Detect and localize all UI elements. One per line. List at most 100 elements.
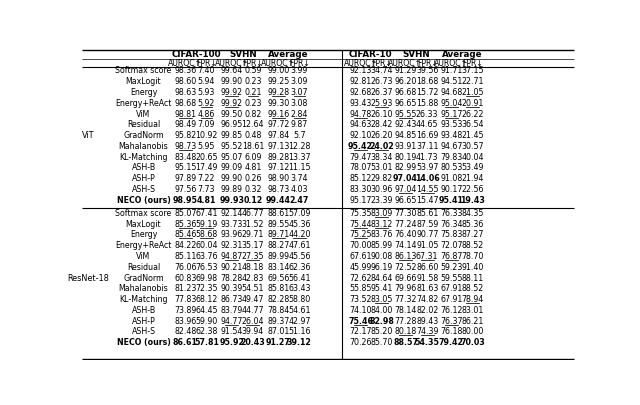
Text: 85.46: 85.46 bbox=[174, 230, 196, 239]
Text: 99.50: 99.50 bbox=[221, 109, 243, 119]
Text: Residual: Residual bbox=[127, 120, 160, 129]
Text: FPR↓: FPR↓ bbox=[196, 59, 217, 68]
Text: 10.92: 10.92 bbox=[195, 131, 218, 140]
Text: 26.73: 26.73 bbox=[370, 77, 393, 86]
Text: Residual: Residual bbox=[127, 263, 160, 272]
Text: 62.38: 62.38 bbox=[195, 328, 218, 337]
Text: 76.12: 76.12 bbox=[440, 306, 463, 315]
Text: 37.11: 37.11 bbox=[416, 142, 438, 151]
Text: 83.12: 83.12 bbox=[371, 220, 393, 229]
Text: 59.90: 59.90 bbox=[195, 317, 218, 326]
Text: 27.35: 27.35 bbox=[241, 252, 264, 261]
Text: 84.00: 84.00 bbox=[371, 306, 393, 315]
Text: 92.14: 92.14 bbox=[221, 209, 243, 218]
Text: 91.27: 91.27 bbox=[266, 338, 291, 347]
Text: AUROC↑: AUROC↑ bbox=[434, 59, 468, 68]
Text: 85.36: 85.36 bbox=[461, 220, 484, 229]
Text: 54.51: 54.51 bbox=[241, 284, 264, 293]
Text: 22.56: 22.56 bbox=[461, 185, 484, 194]
Text: 86.73: 86.73 bbox=[221, 295, 243, 304]
Text: 89.43: 89.43 bbox=[416, 317, 438, 326]
Text: 3.99: 3.99 bbox=[291, 66, 308, 75]
Text: 45.99: 45.99 bbox=[349, 263, 372, 272]
Text: 99.90: 99.90 bbox=[221, 174, 243, 183]
Text: 96.65: 96.65 bbox=[394, 196, 417, 205]
Text: Average: Average bbox=[268, 50, 308, 59]
Text: 45.56: 45.56 bbox=[288, 252, 310, 261]
Text: 75.35: 75.35 bbox=[349, 209, 372, 218]
Text: 0.21: 0.21 bbox=[244, 88, 262, 97]
Text: 87.01: 87.01 bbox=[268, 328, 289, 337]
Text: 4.03: 4.03 bbox=[291, 185, 308, 194]
Text: 82.28: 82.28 bbox=[268, 295, 289, 304]
Text: 78.28: 78.28 bbox=[221, 273, 243, 283]
Text: 30.96: 30.96 bbox=[371, 185, 393, 194]
Text: 88.27: 88.27 bbox=[268, 241, 289, 250]
Text: 99.09: 99.09 bbox=[221, 164, 243, 173]
Text: 77.24: 77.24 bbox=[394, 220, 417, 229]
Text: 3.08: 3.08 bbox=[291, 99, 308, 108]
Text: 62.36: 62.36 bbox=[288, 263, 310, 272]
Text: Softmax score: Softmax score bbox=[115, 209, 172, 218]
Text: 74.82: 74.82 bbox=[416, 295, 438, 304]
Text: 57.81: 57.81 bbox=[194, 338, 219, 347]
Text: ViM: ViM bbox=[136, 109, 150, 119]
Text: 86.60: 86.60 bbox=[416, 263, 438, 272]
Text: 96.65: 96.65 bbox=[394, 99, 417, 108]
Text: 49.47: 49.47 bbox=[242, 295, 264, 304]
Text: 79.47: 79.47 bbox=[349, 153, 372, 162]
Text: 18.61: 18.61 bbox=[242, 142, 264, 151]
Text: 60.83: 60.83 bbox=[174, 273, 196, 283]
Text: 26.20: 26.20 bbox=[370, 131, 393, 140]
Text: 78.70: 78.70 bbox=[461, 252, 484, 261]
Text: NECO (ours): NECO (ours) bbox=[116, 338, 170, 347]
Text: SVHN: SVHN bbox=[403, 50, 430, 59]
Text: 76.33: 76.33 bbox=[440, 209, 463, 218]
Text: 90.21: 90.21 bbox=[221, 263, 243, 272]
Text: 72.07: 72.07 bbox=[440, 241, 463, 250]
Text: 23.39: 23.39 bbox=[371, 196, 393, 205]
Text: 59.19: 59.19 bbox=[195, 220, 218, 229]
Text: 70.00: 70.00 bbox=[349, 241, 372, 250]
Text: 94.51: 94.51 bbox=[440, 77, 463, 86]
Text: 94.87: 94.87 bbox=[221, 252, 243, 261]
Text: 89.28: 89.28 bbox=[268, 153, 289, 162]
Text: 28.42: 28.42 bbox=[371, 120, 393, 129]
Text: FPR↓: FPR↓ bbox=[243, 59, 263, 68]
Text: Energy: Energy bbox=[130, 230, 157, 239]
Text: 99.64: 99.64 bbox=[221, 66, 243, 75]
Text: FPR↓: FPR↓ bbox=[371, 59, 392, 68]
Text: 59.55: 59.55 bbox=[440, 273, 463, 283]
Text: AUROC↑: AUROC↑ bbox=[388, 59, 422, 68]
Text: CIFAR-100: CIFAR-100 bbox=[172, 50, 221, 59]
Text: 97.72: 97.72 bbox=[268, 120, 289, 129]
Text: 77.32: 77.32 bbox=[394, 295, 417, 304]
Text: 67.91: 67.91 bbox=[440, 284, 463, 293]
Text: ASH-B: ASH-B bbox=[131, 306, 156, 315]
Text: 85.12: 85.12 bbox=[349, 174, 372, 183]
Text: 54.35: 54.35 bbox=[415, 338, 440, 347]
Text: 98.73: 98.73 bbox=[268, 185, 289, 194]
Text: 83.76: 83.76 bbox=[371, 230, 393, 239]
Text: 79.42: 79.42 bbox=[439, 338, 463, 347]
Text: 5.93: 5.93 bbox=[198, 88, 215, 97]
Text: 95.82: 95.82 bbox=[174, 131, 196, 140]
Text: 92.10: 92.10 bbox=[349, 131, 372, 140]
Text: 26.37: 26.37 bbox=[370, 88, 393, 97]
Text: 97.13: 97.13 bbox=[268, 142, 289, 151]
Text: 87.59: 87.59 bbox=[416, 220, 438, 229]
Text: 2.84: 2.84 bbox=[291, 109, 308, 119]
Text: 73.52: 73.52 bbox=[349, 295, 372, 304]
Text: 85.99: 85.99 bbox=[371, 241, 392, 250]
Text: 53.49: 53.49 bbox=[461, 164, 484, 173]
Text: 91.54: 91.54 bbox=[221, 328, 243, 337]
Text: 95.15: 95.15 bbox=[174, 164, 196, 173]
Text: 97.84: 97.84 bbox=[268, 131, 289, 140]
Text: 79.83: 79.83 bbox=[440, 153, 462, 162]
Text: 94.77: 94.77 bbox=[221, 317, 243, 326]
Text: 98.60: 98.60 bbox=[174, 77, 196, 86]
Text: 39.12: 39.12 bbox=[287, 338, 312, 347]
Text: SVHN: SVHN bbox=[229, 50, 257, 59]
Text: 11.15: 11.15 bbox=[288, 164, 310, 173]
Text: 83.48: 83.48 bbox=[174, 153, 196, 162]
